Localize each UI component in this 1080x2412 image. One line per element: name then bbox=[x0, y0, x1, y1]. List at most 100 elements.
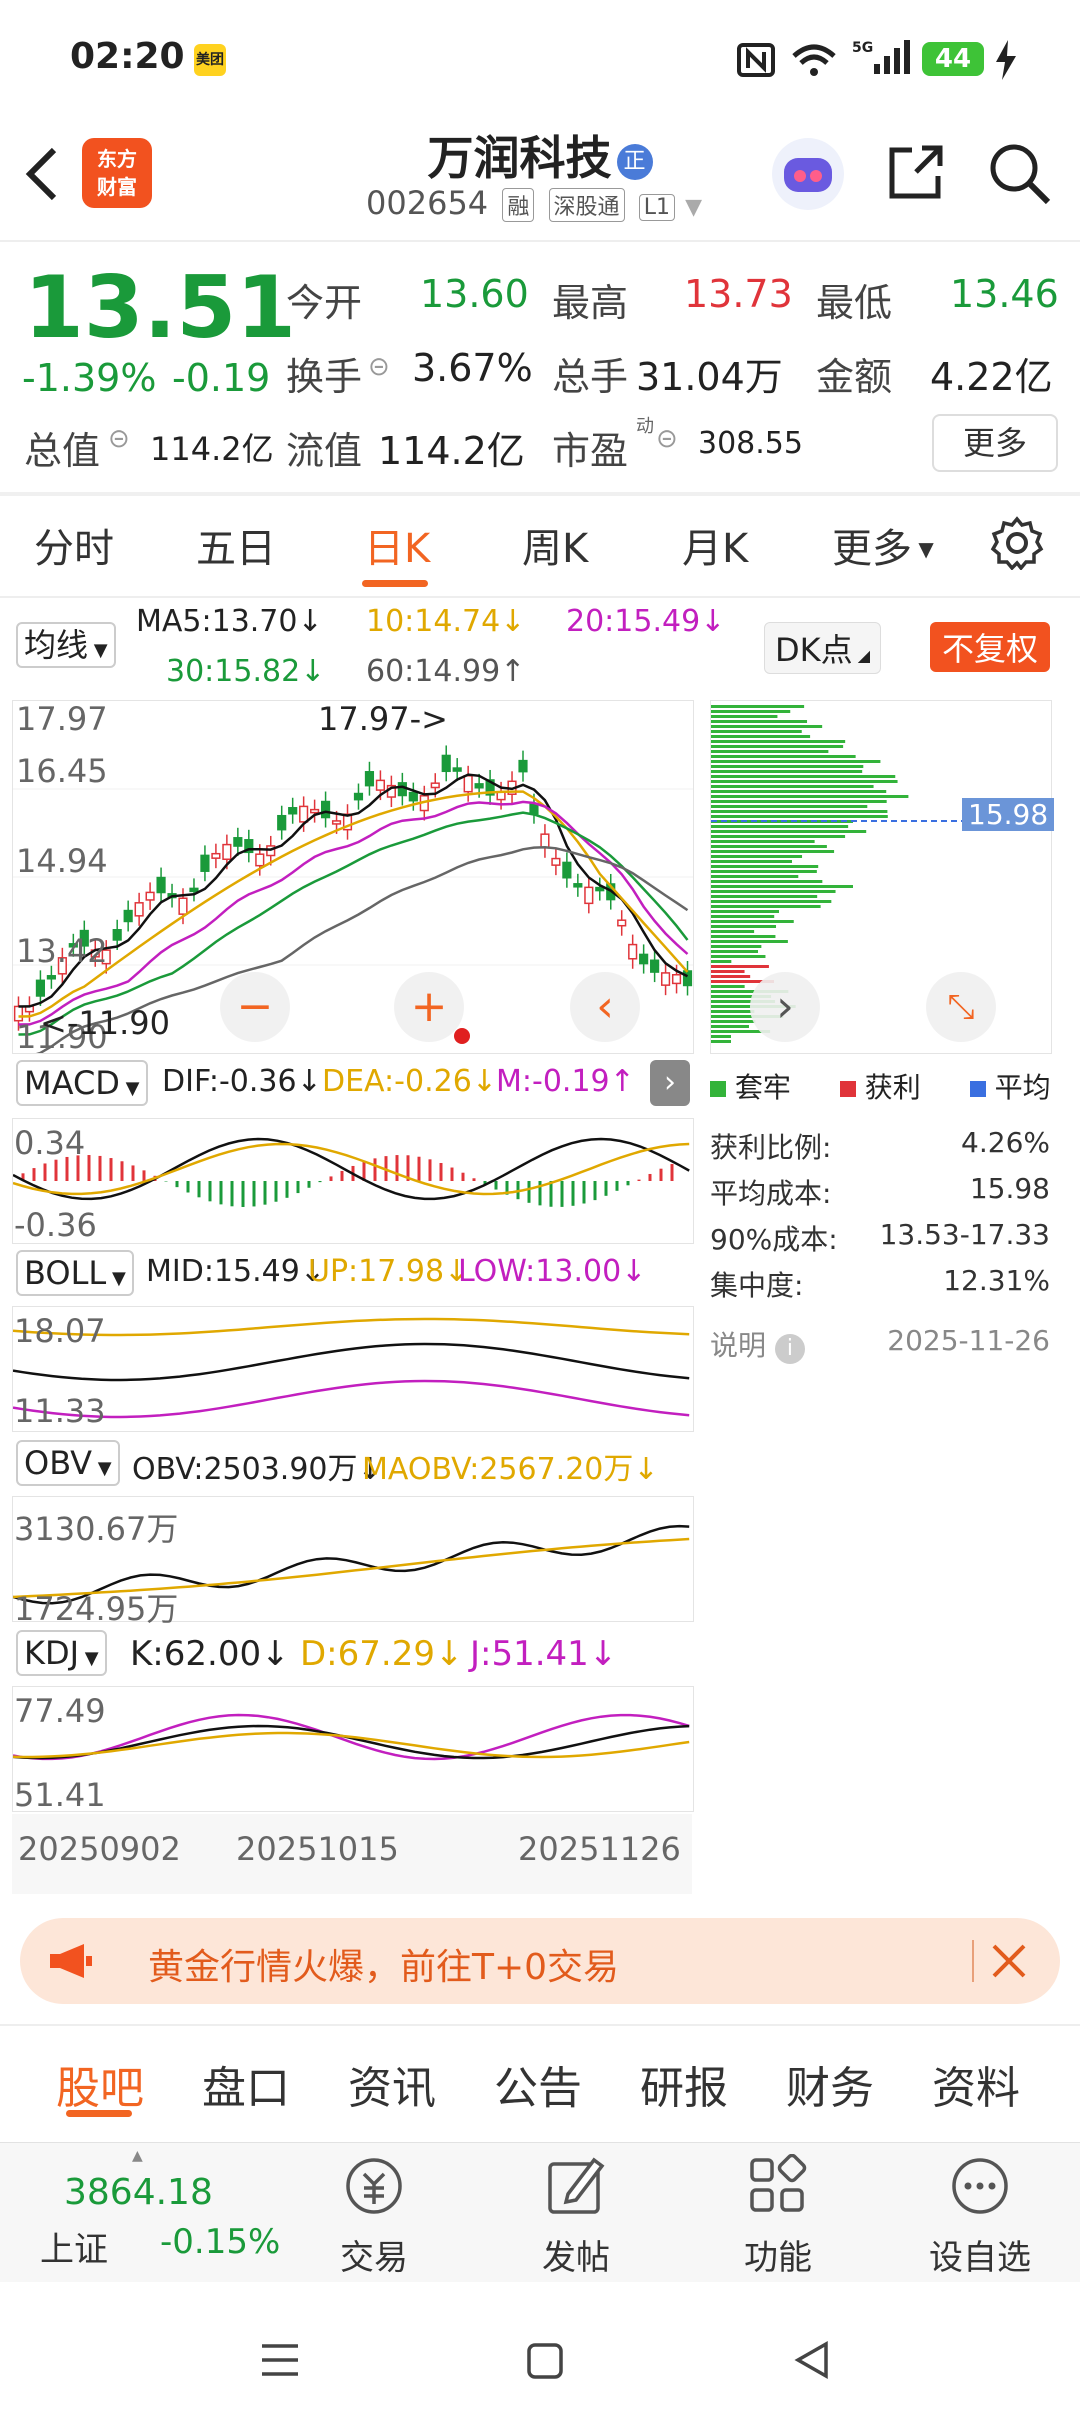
tab-intraday[interactable]: 分时 bbox=[34, 526, 114, 572]
signal-5g-icon: 5G bbox=[852, 40, 910, 74]
trade-label[interactable]: 交易 bbox=[340, 2238, 408, 2278]
back-icon[interactable] bbox=[22, 146, 62, 202]
ma10-line bbox=[18, 790, 689, 1018]
candle-body bbox=[222, 843, 232, 861]
info-icon[interactable]: ⊝ bbox=[368, 352, 390, 382]
max-price-note: 17.97-> bbox=[318, 700, 448, 738]
stock-name: 万润科技 bbox=[427, 131, 612, 185]
candle-body bbox=[255, 853, 265, 867]
tab-news[interactable]: 资讯 bbox=[348, 2063, 436, 2114]
chip-bar bbox=[711, 1020, 756, 1023]
tab-daily-k[interactable]: 日K bbox=[364, 526, 431, 572]
robot-assistant-icon[interactable] bbox=[770, 136, 846, 212]
candle-body bbox=[441, 754, 451, 773]
ma-selector[interactable]: 均线 ▼ bbox=[16, 620, 116, 668]
min-price-note: <-11.90 bbox=[40, 1004, 170, 1042]
candle-body bbox=[320, 800, 331, 819]
chip-bar bbox=[711, 845, 827, 848]
menu-icon[interactable] bbox=[260, 2342, 300, 2378]
index-value[interactable]: 3864.18 bbox=[64, 2172, 213, 2213]
fullscreen-icon[interactable]: ⤡ bbox=[926, 972, 996, 1042]
candle-body bbox=[101, 949, 111, 965]
tab-announcements[interactable]: 公告 bbox=[494, 2063, 582, 2114]
caret-up-icon: ▲ bbox=[132, 2148, 143, 2164]
candle-body bbox=[584, 886, 594, 905]
back-nav-icon[interactable] bbox=[792, 2340, 832, 2380]
post-icon[interactable] bbox=[544, 2154, 608, 2218]
tab-profile[interactable]: 资料 bbox=[932, 2063, 1020, 2114]
caret-down-icon[interactable]: ▼ bbox=[685, 195, 703, 220]
dk-point-button[interactable]: DK点 ◢ bbox=[764, 622, 882, 674]
zoom-out-button[interactable]: − bbox=[220, 972, 290, 1042]
chip-bar bbox=[711, 980, 774, 983]
search-icon[interactable] bbox=[988, 142, 1052, 206]
chip-row-value: 15.98 bbox=[969, 1172, 1050, 1205]
divider bbox=[0, 2024, 1080, 2026]
expand-indicators-button[interactable]: › bbox=[650, 1060, 690, 1106]
tab-orderbook[interactable]: 盘口 bbox=[202, 2063, 290, 2114]
more-dots-icon[interactable] bbox=[948, 2154, 1012, 2218]
chip-note[interactable]: 说明 i bbox=[710, 1324, 805, 1364]
tab-monthly-k[interactable]: 月K bbox=[682, 526, 749, 572]
tab-five-day[interactable]: 五日 bbox=[196, 526, 276, 572]
pan-left-button[interactable]: ‹ bbox=[570, 972, 640, 1042]
chip-bar bbox=[711, 705, 805, 708]
chip-svg bbox=[711, 705, 1051, 1043]
tab-forum[interactable]: 股吧 bbox=[56, 2063, 144, 2114]
settings-gear-icon[interactable] bbox=[990, 516, 1044, 570]
chip-bar bbox=[711, 755, 856, 758]
kdj-selector-label: KDJ bbox=[24, 1634, 80, 1672]
tab-more[interactable]: 更多 ▼ bbox=[832, 516, 934, 574]
chip-bar bbox=[711, 1025, 749, 1028]
chip-bar bbox=[711, 895, 818, 898]
more-quote-button[interactable]: 更多 bbox=[932, 414, 1058, 472]
tab-research[interactable]: 研报 bbox=[640, 2063, 728, 2114]
kline-svg bbox=[13, 745, 693, 1058]
kdj-selector[interactable]: KDJ ▼ bbox=[16, 1630, 107, 1676]
caret-down-icon: ▼ bbox=[88, 640, 108, 661]
zoom-in-button[interactable]: + bbox=[394, 972, 464, 1042]
macd-svg bbox=[12, 1137, 690, 1207]
tab-underline bbox=[362, 580, 428, 587]
info-icon[interactable]: ⊝ bbox=[108, 424, 130, 454]
functions-grid-icon[interactable] bbox=[746, 2154, 810, 2218]
index-name: 上证 bbox=[40, 2230, 108, 2270]
tab-weekly-k[interactable]: 周K bbox=[522, 526, 589, 572]
kline-chart[interactable] bbox=[12, 700, 694, 1058]
info-icon[interactable]: ⊝ bbox=[656, 424, 678, 454]
legend-trapped: 套牢 bbox=[734, 1071, 791, 1104]
tab-financials[interactable]: 财务 bbox=[786, 2063, 874, 2114]
functions-label[interactable]: 功能 bbox=[744, 2238, 812, 2278]
chip-bar bbox=[711, 775, 896, 778]
post-label[interactable]: 发帖 bbox=[542, 2238, 610, 2278]
share-icon[interactable] bbox=[886, 142, 946, 202]
promo-banner[interactable]: 黄金行情火爆，前往T+0交易 bbox=[20, 1918, 1060, 2004]
date-label: 20250902 bbox=[18, 1830, 181, 1868]
current-price: 13.51 bbox=[24, 258, 297, 358]
close-icon[interactable] bbox=[990, 1942, 1028, 1980]
chip-note-label: 说明 bbox=[710, 1329, 767, 1362]
chip-bar bbox=[711, 1040, 731, 1043]
home-icon[interactable] bbox=[526, 2342, 564, 2380]
candle-body bbox=[178, 897, 188, 915]
chip-bar bbox=[711, 770, 863, 773]
trade-icon[interactable] bbox=[342, 2154, 406, 2218]
candle-body bbox=[211, 852, 221, 859]
macd-top-label: 0.34 bbox=[14, 1124, 86, 1162]
chip-bar bbox=[711, 870, 817, 873]
add-watchlist-label[interactable]: 设自选 bbox=[929, 2238, 1031, 2278]
kdj-j: J:51.41↓ bbox=[470, 1634, 618, 1674]
ma60-value: 60:14.99↑ bbox=[366, 654, 526, 689]
boll-selector[interactable]: BOLL ▼ bbox=[16, 1250, 134, 1296]
chip-row-label: 90%成本: bbox=[710, 1223, 838, 1256]
macd-selector[interactable]: MACD ▼ bbox=[16, 1060, 148, 1106]
expand-right-button[interactable]: › bbox=[750, 972, 820, 1042]
adjust-price-button[interactable]: 不复权 bbox=[930, 622, 1051, 672]
caret-down-icon: ▼ bbox=[79, 1648, 99, 1669]
obv-bottom-label: 1724.95万 bbox=[14, 1590, 179, 1628]
candle-body bbox=[671, 974, 682, 985]
obv-selector[interactable]: OBV ▼ bbox=[16, 1440, 120, 1486]
logo-line1: 东方 bbox=[97, 147, 137, 171]
tag-level1[interactable]: L1 bbox=[638, 194, 675, 221]
open-value: 13.60 bbox=[420, 272, 529, 316]
